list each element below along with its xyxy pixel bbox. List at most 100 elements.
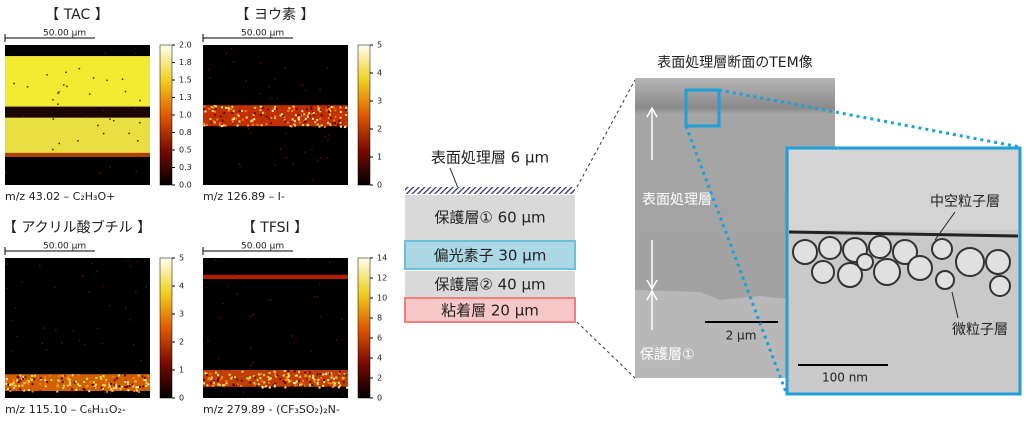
speckle — [290, 125, 293, 128]
zoom-line — [576, 321, 636, 379]
particle — [989, 275, 1011, 297]
scale-label: 100 nm — [822, 371, 868, 385]
speckle — [209, 373, 212, 376]
speckle — [241, 109, 244, 112]
noise — [16, 335, 19, 338]
speckle — [5, 382, 8, 385]
speckle — [322, 384, 325, 387]
noise — [209, 76, 211, 79]
speckle — [333, 122, 336, 125]
speckle — [228, 373, 231, 376]
speckle — [240, 379, 243, 382]
noise — [112, 119, 115, 122]
speckle — [289, 379, 292, 382]
particle — [792, 239, 818, 265]
panel-caption: m/z 279.89 - (CF₃SO₂)₂N- — [203, 403, 340, 416]
speckle — [231, 376, 234, 379]
noise — [84, 343, 86, 346]
noise — [5, 263, 8, 266]
layer — [405, 271, 575, 297]
image-band — [203, 370, 348, 387]
particle — [856, 253, 874, 271]
noise — [238, 163, 241, 165]
speckle — [319, 117, 322, 120]
speckle — [103, 384, 106, 387]
layer — [404, 297, 576, 323]
speckle — [126, 383, 129, 386]
particle — [818, 236, 842, 260]
speckle — [289, 125, 292, 128]
speckle — [132, 377, 135, 380]
noise — [91, 262, 93, 265]
noise — [279, 148, 282, 151]
colorbar-tick-label: 1 — [179, 366, 184, 375]
speckle — [316, 381, 319, 384]
speckle — [308, 115, 311, 118]
speckle — [259, 113, 262, 116]
speckle — [303, 371, 306, 374]
speckle — [108, 385, 111, 388]
speckle — [62, 374, 65, 377]
noise — [330, 380, 332, 383]
speckle — [294, 124, 297, 127]
speckle — [329, 382, 332, 385]
speckle — [218, 122, 221, 125]
leader — [951, 291, 959, 319]
speckle — [92, 381, 95, 384]
tem-region — [635, 290, 835, 378]
speckle — [112, 375, 115, 378]
speckle — [214, 110, 217, 113]
speckle — [141, 385, 144, 388]
speckle — [246, 124, 249, 127]
noise — [135, 170, 137, 172]
speckle — [214, 113, 217, 116]
tem-label: 保護層① — [640, 347, 695, 363]
speckle — [237, 114, 240, 117]
speckle — [246, 377, 249, 380]
colorbar-tick-label: 0 — [179, 394, 184, 403]
speckle — [223, 386, 226, 389]
speckle — [253, 118, 256, 121]
speckle — [302, 385, 305, 388]
colorbar-tick-label: 1.8 — [179, 58, 192, 67]
noise — [124, 90, 127, 93]
speckle — [236, 113, 239, 116]
inset-edge — [788, 230, 1019, 238]
noise — [58, 91, 60, 93]
noise — [127, 259, 129, 262]
speckle — [301, 113, 304, 116]
noise — [274, 164, 276, 167]
noise — [248, 127, 250, 130]
speckle — [113, 383, 116, 386]
speckle — [317, 379, 320, 382]
speckle — [214, 107, 217, 110]
speckle — [338, 119, 341, 122]
speckle — [311, 110, 314, 113]
speckle — [6, 377, 9, 380]
speckle — [312, 114, 315, 117]
noise — [134, 291, 137, 294]
speckle — [46, 381, 49, 384]
noise — [306, 258, 309, 260]
leader — [449, 167, 459, 189]
speckle — [294, 381, 297, 384]
speckle — [295, 380, 298, 383]
speckle — [329, 123, 332, 126]
noise — [316, 388, 319, 391]
speckle — [258, 373, 261, 376]
speckle — [56, 390, 59, 393]
noise — [207, 68, 210, 71]
speckle — [211, 110, 214, 113]
scale-label: 50.00 µm — [43, 242, 86, 252]
speckle — [205, 372, 208, 375]
noise — [130, 265, 132, 267]
layer-diagram: 表面処理層 6 µm 保護層① 60 µm 偏光素子 30 µm 保護層② 40… — [404, 79, 636, 379]
colorbar — [357, 44, 371, 186]
speckle — [327, 381, 330, 384]
particle — [811, 260, 835, 284]
speckle — [257, 383, 260, 386]
image-band — [5, 152, 150, 157]
speckle — [316, 105, 319, 108]
speckle — [345, 106, 348, 109]
speckle — [231, 105, 234, 108]
